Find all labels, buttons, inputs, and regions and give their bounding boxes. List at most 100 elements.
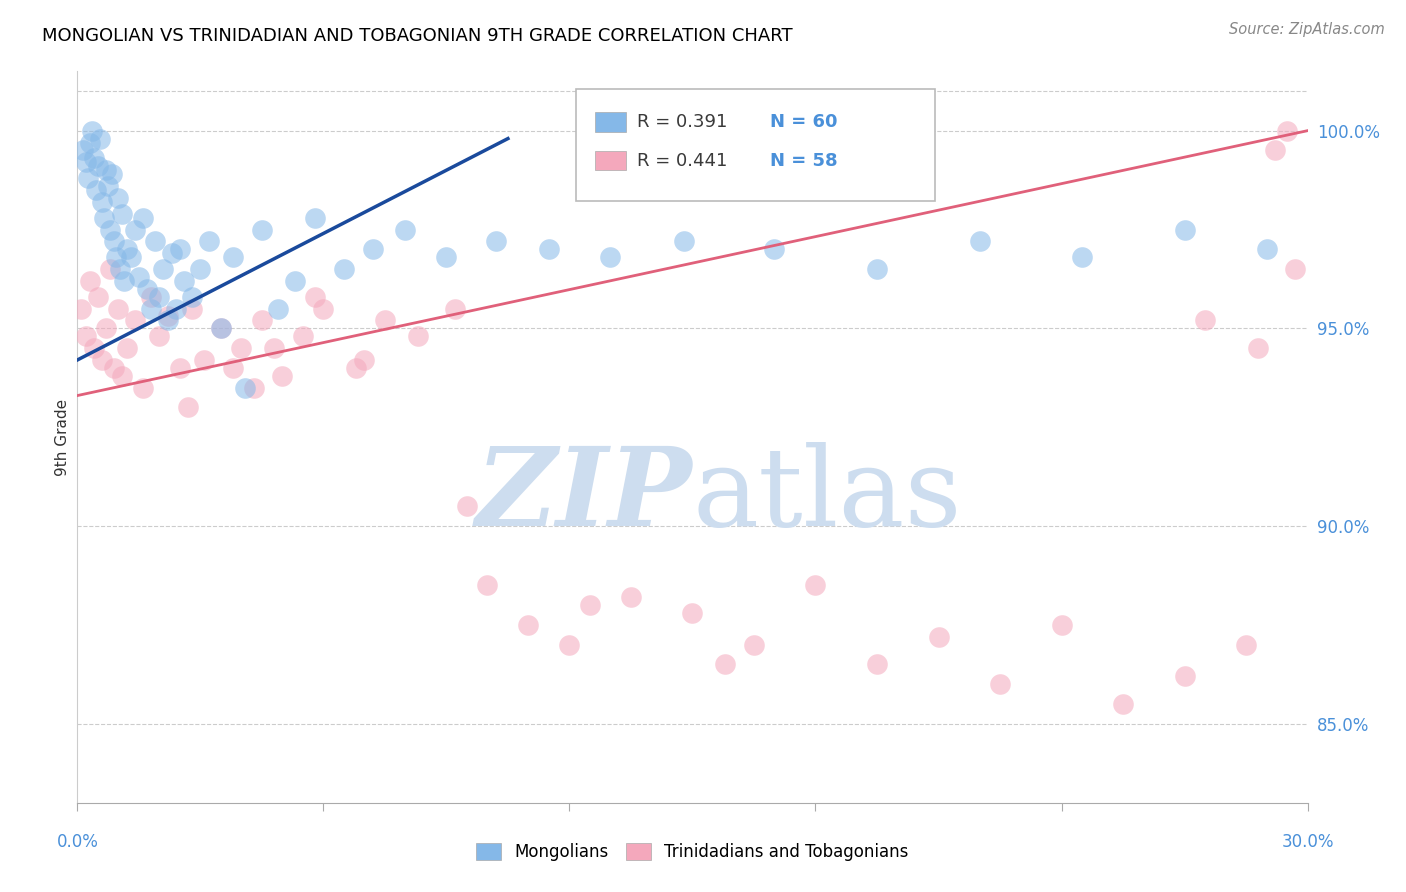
Point <box>107 301 129 316</box>
Point <box>169 360 191 375</box>
Point <box>1264 144 1286 158</box>
Point <box>141 290 163 304</box>
Point <box>72 144 94 158</box>
Point <box>1256 242 1278 256</box>
Point <box>114 274 136 288</box>
Point <box>537 242 560 256</box>
Point <box>188 262 212 277</box>
Point <box>98 222 121 236</box>
Point <box>988 677 1011 691</box>
Point <box>101 167 124 181</box>
Point <box>107 191 129 205</box>
Point <box>558 638 581 652</box>
Point <box>406 329 429 343</box>
Text: ZIP: ZIP <box>475 442 693 549</box>
Point <box>1194 313 1216 327</box>
Point <box>84 183 107 197</box>
Point <box>111 368 134 383</box>
Point <box>103 235 125 249</box>
Point <box>193 353 215 368</box>
Point <box>83 152 105 166</box>
Point <box>682 606 704 620</box>
Point <box>291 329 314 343</box>
Point <box>79 136 101 150</box>
Point <box>89 131 111 145</box>
Point <box>333 262 356 277</box>
Point <box>579 598 602 612</box>
Point <box>353 353 375 368</box>
Point <box>103 360 125 375</box>
Point <box>477 578 499 592</box>
Point <box>344 360 367 375</box>
Point <box>231 341 253 355</box>
Point <box>209 321 232 335</box>
Point <box>124 222 146 236</box>
Point <box>1112 697 1135 711</box>
Point <box>284 274 307 288</box>
Point <box>242 381 264 395</box>
Point <box>128 269 150 284</box>
Point <box>181 290 204 304</box>
Point <box>1174 669 1197 683</box>
Point <box>177 401 200 415</box>
Point <box>267 301 290 316</box>
Point <box>374 313 396 327</box>
Point <box>75 155 97 169</box>
Point <box>304 290 326 304</box>
Point <box>160 246 183 260</box>
Point <box>98 262 121 277</box>
Point <box>394 222 416 236</box>
Point <box>75 329 97 343</box>
Y-axis label: 9th Grade: 9th Grade <box>55 399 70 475</box>
Point <box>866 262 889 277</box>
Point <box>1284 262 1306 277</box>
Text: R = 0.441: R = 0.441 <box>637 152 727 169</box>
Point <box>120 250 142 264</box>
Point <box>169 242 191 256</box>
Text: N = 60: N = 60 <box>770 113 838 131</box>
Point <box>110 262 132 277</box>
Point <box>1050 618 1073 632</box>
Text: MONGOLIAN VS TRINIDADIAN AND TOBAGONIAN 9TH GRADE CORRELATION CHART: MONGOLIAN VS TRINIDADIAN AND TOBAGONIAN … <box>42 27 793 45</box>
Point <box>436 250 458 264</box>
Point <box>97 179 120 194</box>
Point <box>866 657 889 672</box>
Point <box>222 360 245 375</box>
Point <box>165 301 187 316</box>
Point <box>673 235 696 249</box>
Point <box>222 250 245 264</box>
Point <box>456 500 478 514</box>
Point <box>70 301 93 316</box>
Point <box>361 242 384 256</box>
Text: R = 0.391: R = 0.391 <box>637 113 727 131</box>
Point <box>80 123 103 137</box>
Point <box>742 638 765 652</box>
Point <box>124 313 146 327</box>
Point <box>156 313 179 327</box>
Point <box>90 353 114 368</box>
Point <box>804 578 827 592</box>
Point <box>928 630 950 644</box>
Point <box>1071 250 1094 264</box>
Point <box>79 274 101 288</box>
Point <box>969 235 991 249</box>
Point <box>141 301 163 316</box>
Point <box>250 222 273 236</box>
Text: atlas: atlas <box>693 442 962 549</box>
Point <box>197 235 219 249</box>
Point <box>143 235 166 249</box>
Point <box>209 321 232 335</box>
Point <box>250 313 273 327</box>
Point <box>763 242 786 256</box>
Point <box>517 618 540 632</box>
Point <box>156 310 179 324</box>
Point <box>152 262 174 277</box>
Point <box>105 250 128 264</box>
Point <box>235 381 257 395</box>
Point <box>94 163 117 178</box>
Point <box>148 290 170 304</box>
Point <box>94 321 117 335</box>
Point <box>714 657 737 672</box>
Text: 30.0%: 30.0% <box>1281 833 1334 851</box>
Point <box>484 235 508 249</box>
